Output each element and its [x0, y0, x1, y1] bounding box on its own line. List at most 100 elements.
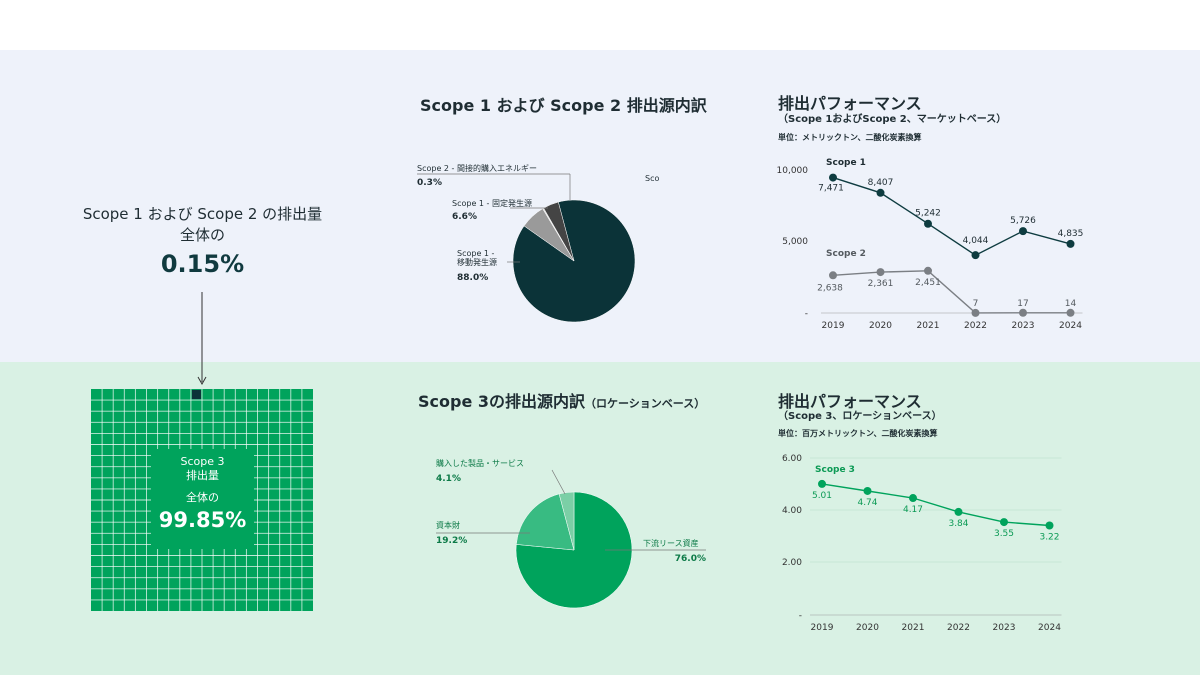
- data-point: [863, 486, 872, 495]
- pie2-label-leased-value: 76.0%: [675, 554, 706, 564]
- series-line-0: [832, 176, 1071, 257]
- pie2-title: Scope 3の排出源内訳（ロケーションベース）: [418, 388, 705, 412]
- x-tick-label: 2021: [917, 321, 940, 331]
- data-point: [829, 271, 837, 280]
- data-point: [818, 479, 826, 488]
- x-tick-label: 2024: [1038, 623, 1061, 633]
- pie2-leader-purchased: [551, 469, 566, 495]
- x-tick-label: 2019: [811, 623, 834, 633]
- x-tick-label: 2019: [822, 321, 845, 331]
- x-tick-label: 2020: [856, 623, 879, 633]
- data-point: [876, 268, 885, 277]
- data-label: 3.84: [948, 519, 968, 529]
- scope12-share-callout: Scope 1 および Scope 2 の排出量 全体の 0.15%: [60, 204, 345, 278]
- pie2-label-purchased-value: 4.1%: [436, 474, 461, 484]
- data-point: [924, 266, 932, 275]
- pie2-title-main: Scope 3の排出源内訳: [418, 392, 586, 411]
- data-point: [1066, 308, 1075, 317]
- pie1-label-fixed-name: Scope 1 - 固定発生源: [452, 198, 532, 208]
- data-point: [971, 308, 980, 317]
- x-tick-label: 2020: [869, 321, 892, 331]
- series-name: Scope 1: [826, 158, 866, 168]
- pie-slice-1: [515, 493, 575, 551]
- series-line-1: [832, 270, 1071, 314]
- scope3-share-label-3: 全体の: [186, 491, 219, 504]
- y-tick-label: -: [805, 309, 808, 319]
- pie1-label-scope2-name: Scope 2 - 間接的購入エネルギー: [417, 163, 537, 173]
- data-label: 3.22: [1039, 533, 1059, 543]
- data-label: 2,638: [817, 283, 843, 293]
- data-label: 8,407: [868, 178, 894, 188]
- pie1-label-mobile-value: 88.0%: [457, 273, 488, 283]
- y-tick-label: 10,000: [777, 166, 809, 176]
- data-label: 5,726: [1010, 216, 1036, 226]
- pie2-label-capital-name: 資本財: [436, 520, 460, 530]
- scope12-share-label-1: Scope 1 および Scope 2 の排出量: [82, 205, 323, 223]
- pie1-label-fixed-value: 6.6%: [452, 212, 477, 222]
- y-tick-label: 6.00: [782, 454, 802, 464]
- scope3-share-label-2: 排出量: [186, 469, 219, 482]
- data-point: [1019, 308, 1027, 317]
- line2-unit: 単位：百万メトリックトン、二酸化炭素換算: [778, 429, 938, 438]
- scope12-share-value: 0.15%: [160, 250, 245, 278]
- pie2-label-purchased-name: 購入した製品・サービス: [436, 458, 524, 468]
- scope12-performance-chart: 10,000 5,000 - 2019 2020 2021 2022 2023 2024 7,47…: [777, 158, 1084, 331]
- scope3-breakdown-pie: 下流リース資産 76.0% 資本財 19.2% 購入した製品・サービス 4.1%: [436, 458, 706, 609]
- data-label: 7: [973, 299, 979, 309]
- data-point: [924, 219, 932, 228]
- pie2-title-suffix: （ロケーションベース）: [585, 397, 706, 410]
- scope3-share-box: Scope 3 排出量 全体の 99.85%: [151, 449, 254, 549]
- data-label: 2,361: [868, 279, 894, 289]
- line1-unit: 単位：メトリックトン、二酸化炭素換算: [778, 133, 922, 142]
- y-tick-label: 5,000: [782, 237, 808, 247]
- data-label: 4,044: [963, 236, 989, 246]
- scope12-share-label-2: 全体の: [179, 226, 225, 244]
- y-tick-label: 4.00: [782, 506, 802, 516]
- data-point: [1045, 521, 1054, 530]
- data-label: 17: [1017, 299, 1028, 309]
- pie1-label-scope2-value: 0.3%: [417, 178, 442, 188]
- data-point: [971, 251, 980, 260]
- data-label: 4.17: [903, 505, 923, 515]
- data-label: 4,835: [1058, 229, 1084, 239]
- x-tick-label: 2024: [1059, 321, 1082, 331]
- y-tick-label: -: [799, 611, 802, 621]
- scope12-breakdown-pie: Scope 1 -移動発生源 88.0% Scope 1 - 固定発生源 6.6% Sc…: [417, 163, 660, 323]
- line2-title: 排出パフォーマンス: [778, 392, 922, 411]
- pie1-label-fugitive-name: Scope 1 - 漏洩排出: [645, 173, 660, 183]
- pie1-title: Scope 1 および Scope 2 排出源内訳: [420, 96, 707, 115]
- pie1-label-mobile-name-1: Scope 1 -: [457, 249, 495, 258]
- scope12-grid-cell: [191, 390, 201, 400]
- scope3-performance-chart: 6.00 4.00 2.00 -2019 2020 2021 2022 2023 2024 5.0…: [782, 454, 1062, 633]
- line1-subtitle: （Scope 1およびScope 2、マーケットベース）: [778, 114, 1007, 125]
- series-name: Scope 3: [815, 465, 855, 475]
- scope3-share-value: 99.85%: [158, 508, 247, 532]
- pie2-label-leased-name: 下流リース資産: [643, 538, 699, 548]
- data-label: 14: [1065, 299, 1077, 309]
- x-tick-label: 2023: [993, 623, 1016, 633]
- data-label: 5,242: [915, 209, 941, 219]
- line1-title: 排出パフォーマンス: [778, 94, 922, 113]
- pie-slice-0: [515, 491, 633, 609]
- share-arrow: [197, 292, 207, 386]
- data-point: [954, 507, 963, 516]
- data-label: 4.74: [857, 498, 877, 508]
- x-tick-label: 2022: [964, 321, 987, 331]
- pie-slice-2: [558, 491, 575, 551]
- pie2-label-capital-value: 19.2%: [436, 536, 467, 546]
- x-tick-label: 2023: [1012, 321, 1035, 331]
- data-label: 3.55: [994, 529, 1014, 539]
- data-point: [1000, 518, 1008, 527]
- x-tick-label: 2022: [947, 623, 970, 633]
- pie1-label-mobile-name-2: 移動発生源: [457, 257, 497, 267]
- y-tick-label: 2.00: [782, 558, 802, 568]
- series-line-0: [821, 483, 1050, 527]
- data-point: [829, 173, 837, 182]
- data-point: [876, 188, 885, 197]
- data-label: 7,471: [818, 184, 844, 194]
- data-label: 5.01: [812, 491, 832, 501]
- data-point: [1066, 239, 1075, 248]
- line2-subtitle: （Scope 3、ロケーションベース）: [778, 411, 942, 422]
- data-point: [1019, 227, 1027, 236]
- series-name: Scope 2: [826, 249, 866, 259]
